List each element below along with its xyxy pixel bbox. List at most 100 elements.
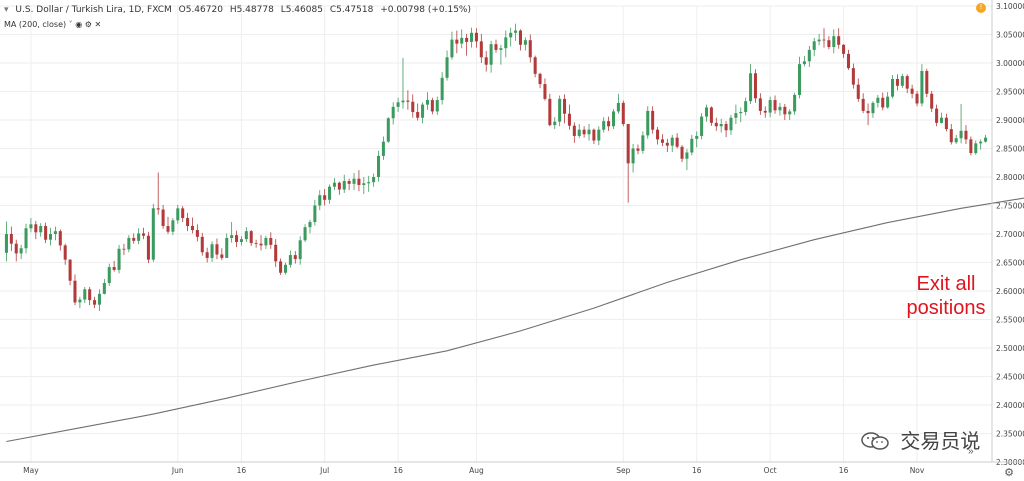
chart-legend: ▾ U.S. Dollar / Turkish Lira, 1D, FXCM O… [4, 5, 475, 15]
alert-icon[interactable]: ! [976, 3, 986, 13]
candle [611, 109, 616, 130]
watermark-text: 交易员说 [900, 429, 981, 453]
candle [24, 223, 28, 254]
candle-body [4, 234, 8, 253]
candle [739, 107, 743, 123]
candle [690, 134, 694, 156]
candle-body [117, 248, 121, 270]
candle [176, 204, 180, 224]
y-tick-label: 2.75000 [996, 202, 1024, 211]
candle-body [749, 73, 753, 102]
candle-body [474, 32, 478, 42]
visibility-icon[interactable]: ◉ [75, 20, 83, 29]
close-icon[interactable]: ✕ [94, 20, 102, 29]
symbol-title[interactable]: U.S. Dollar / Turkish Lira, 1D, FXCM [15, 5, 172, 15]
dropdown-icon[interactable]: ˅ [68, 20, 73, 29]
candle [944, 113, 948, 132]
candle [102, 279, 106, 295]
candle [39, 223, 43, 237]
close-value: C5.47518 [329, 5, 374, 15]
candle-body [323, 195, 327, 200]
candle [440, 72, 444, 105]
x-tick-label: 16 [237, 466, 247, 475]
candle [318, 190, 322, 211]
candle [34, 220, 38, 240]
candle-body [401, 100, 405, 103]
scroll-right-icon[interactable]: » [968, 446, 974, 457]
candle-body [930, 93, 934, 109]
candle [783, 104, 787, 120]
y-tick-label: 2.60000 [996, 287, 1024, 296]
candle-body [29, 224, 33, 229]
candle [636, 144, 640, 155]
candle-body [719, 123, 723, 127]
candle-body [34, 224, 38, 233]
candle-body [9, 234, 13, 244]
candle-body [905, 76, 909, 89]
low-value: L5.46085 [280, 5, 323, 15]
candle [915, 90, 919, 107]
candle [616, 93, 620, 114]
candle-body [455, 39, 459, 44]
candle [137, 228, 141, 245]
candle-body [538, 73, 542, 85]
candle-body [318, 195, 322, 206]
candle-body [793, 94, 797, 112]
candle-body [611, 111, 616, 127]
candle-body [675, 137, 679, 147]
candle [484, 51, 488, 72]
candle [935, 104, 939, 127]
candle-body [646, 110, 650, 136]
candle [88, 287, 92, 306]
candle-body [249, 231, 253, 244]
candle-body [685, 152, 689, 159]
candle-body [734, 113, 738, 118]
candle [724, 121, 728, 138]
candle [665, 138, 669, 152]
candle-body [279, 261, 283, 273]
candle [303, 224, 307, 242]
candle [695, 131, 699, 148]
candle-body [631, 148, 635, 164]
gear-icon[interactable]: ⚙ [1004, 467, 1014, 479]
candle-body [283, 264, 288, 273]
candle-body [802, 61, 806, 65]
candle-body [230, 235, 234, 238]
candle-body [636, 148, 640, 151]
candle [122, 243, 126, 256]
candle-body [758, 98, 762, 111]
candle-body [308, 222, 312, 228]
ma-label[interactable]: MA (200, close) [4, 20, 67, 29]
candle [337, 181, 341, 195]
y-tick-label: 2.65000 [996, 259, 1024, 268]
annotation-line-1: Exit all [916, 273, 976, 295]
candle-body [181, 208, 185, 219]
high-value: H5.48778 [229, 5, 274, 15]
candle [773, 95, 777, 114]
candle [274, 239, 278, 268]
candle-body [979, 141, 983, 144]
candle [117, 244, 121, 274]
candle-body [406, 100, 410, 102]
settings-icon[interactable]: ⚙ [84, 20, 92, 29]
candle-body [509, 32, 513, 38]
candle-body [396, 102, 400, 107]
annotation-line-2: positions [906, 297, 986, 319]
candle [435, 96, 439, 115]
candle [607, 116, 611, 131]
candle [112, 260, 116, 272]
collapse-icon[interactable]: ▾ [4, 5, 9, 15]
candle [132, 233, 136, 244]
candle [254, 239, 258, 248]
candle-body [729, 117, 733, 131]
candle [602, 117, 606, 133]
candle [48, 227, 53, 246]
candle [949, 123, 953, 145]
candle [63, 243, 67, 265]
candle-body [856, 84, 860, 99]
candle [161, 204, 165, 229]
chart-grid [0, 5, 992, 463]
candle [905, 74, 909, 94]
candle-body [372, 177, 376, 183]
